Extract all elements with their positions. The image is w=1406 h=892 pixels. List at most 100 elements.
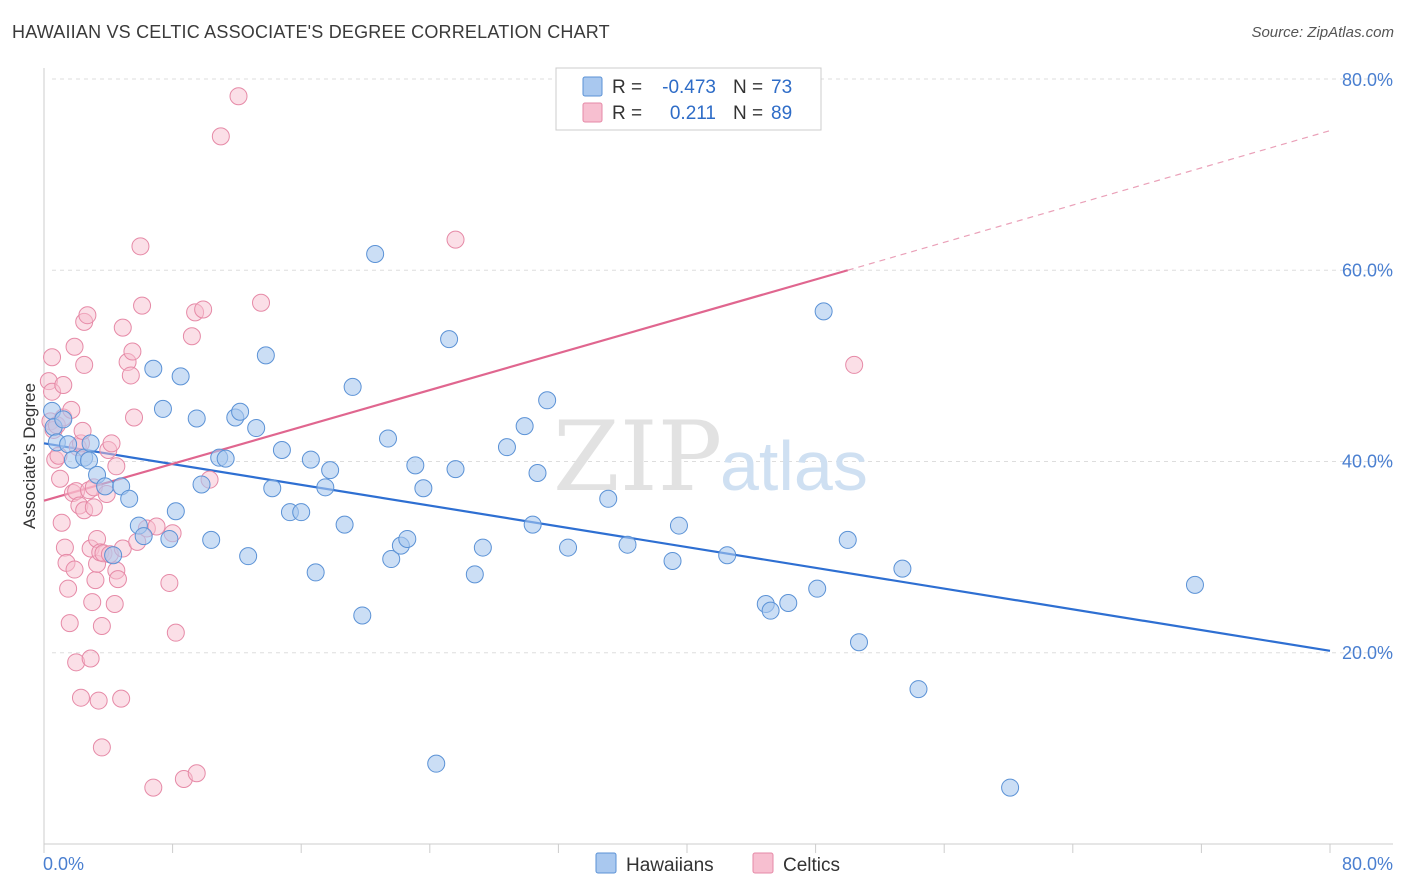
- point-celtics-53: [112, 689, 131, 708]
- point-hawaiians-36: [306, 563, 325, 582]
- point-celtics-76: [229, 87, 248, 106]
- point-hawaiians-44: [382, 550, 401, 569]
- point-hawaiians-46: [398, 529, 417, 548]
- bottom-legend-swatch-hawaiians: [595, 852, 617, 874]
- y-tick-label-0: 20.0%: [1342, 643, 1393, 663]
- point-hawaiians-19: [166, 502, 185, 521]
- point-hawaiians-70: [838, 530, 857, 549]
- point-hawaiians-52: [465, 565, 484, 584]
- point-hawaiians-10: [96, 477, 115, 496]
- point-hawaiians-29: [247, 419, 266, 438]
- point-hawaiians-21: [187, 409, 206, 428]
- point-celtics-42: [92, 738, 111, 757]
- point-hawaiians-64: [718, 546, 737, 565]
- point-celtics-59: [125, 408, 144, 427]
- point-hawaiians-74: [1001, 778, 1020, 797]
- point-hawaiians-54: [497, 438, 516, 457]
- point-celtics-24: [71, 688, 90, 707]
- point-hawaiians-25: [216, 449, 235, 468]
- series-legend: Hawaiians Celtics: [595, 852, 840, 876]
- point-hawaiians-22: [192, 475, 211, 494]
- point-celtics-52: [108, 570, 127, 589]
- point-hawaiians-18: [160, 529, 179, 548]
- trend-line-hawaiians: [43, 442, 1331, 652]
- legend-swatch-hawaiians: [582, 76, 603, 97]
- point-hawaiians-11: [104, 546, 123, 565]
- point-hawaiians-49: [427, 754, 446, 773]
- point-hawaiians-32: [272, 441, 291, 460]
- point-celtics-50: [107, 457, 126, 476]
- point-hawaiians-60: [599, 489, 618, 508]
- point-celtics-28: [75, 355, 94, 374]
- point-celtics-65: [147, 517, 166, 536]
- point-hawaiians-61: [618, 535, 637, 554]
- point-celtics-55: [113, 318, 132, 337]
- trend-line-celtics-extension: [847, 130, 1331, 271]
- axes: [43, 68, 1393, 853]
- point-celtics-70: [182, 327, 201, 346]
- point-hawaiians-59: [559, 538, 578, 557]
- point-hawaiians-69: [814, 302, 833, 321]
- watermark-zip: ZIP: [553, 401, 722, 513]
- point-hawaiians-8: [81, 434, 100, 453]
- point-hawaiians-66: [761, 601, 780, 620]
- legend-r-label-celtics: R =: [612, 103, 642, 124]
- point-hawaiians-53: [473, 538, 492, 557]
- x-tick-label-max: 80.0%: [1342, 854, 1393, 874]
- point-hawaiians-51: [446, 460, 465, 479]
- point-celtics-9: [52, 513, 71, 532]
- point-hawaiians-50: [440, 330, 459, 349]
- legend-n-value-hawaiians: 73: [771, 77, 792, 98]
- point-hawaiians-71: [850, 633, 869, 652]
- point-celtics-33: [81, 649, 100, 668]
- point-hawaiians-23: [202, 530, 221, 549]
- correlation-legend: R = -0.473 N = 73 R = 0.211 N = 89: [555, 67, 822, 131]
- legend-n-label-hawaiians: N =: [733, 77, 763, 98]
- chart-title: HAWAIIAN VS CELTIC ASSOCIATE'S DEGREE CO…: [12, 22, 610, 42]
- point-celtics-37: [86, 571, 105, 590]
- x-tick-label-min: 0.0%: [43, 854, 84, 874]
- point-hawaiians-38: [321, 461, 340, 480]
- point-hawaiians-13: [120, 489, 139, 508]
- y-axis-title: Associate's Degree: [20, 383, 39, 529]
- x-tick-labels: 0.0% 80.0%: [43, 854, 1393, 874]
- bottom-legend-label-hawaiians: Hawaiians: [626, 855, 714, 876]
- source-credit: Source: ZipAtlas.com: [1251, 24, 1394, 41]
- legend-n-value-celtics: 89: [771, 103, 792, 124]
- point-hawaiians-72: [893, 559, 912, 578]
- point-celtics-75: [211, 127, 230, 146]
- point-hawaiians-16: [144, 359, 163, 378]
- point-hawaiians-48: [414, 479, 433, 498]
- point-celtics-62: [133, 296, 152, 315]
- point-hawaiians-56: [523, 515, 542, 534]
- point-celtics-49: [105, 594, 124, 613]
- point-celtics-48: [102, 434, 121, 453]
- point-hawaiians-39: [335, 515, 354, 534]
- point-hawaiians-4: [59, 435, 78, 454]
- point-celtics-36: [84, 498, 103, 517]
- point-hawaiians-67: [779, 594, 798, 613]
- point-celtics-34: [83, 593, 102, 612]
- watermark: ZIP atlas: [553, 401, 868, 513]
- point-celtics-12: [55, 538, 74, 557]
- point-hawaiians-31: [263, 479, 282, 498]
- point-hawaiians-17: [153, 399, 172, 418]
- point-celtics-57: [121, 366, 140, 385]
- data-points: [39, 87, 1204, 797]
- y-tick-label-1: 40.0%: [1342, 452, 1393, 472]
- point-hawaiians-15: [134, 527, 153, 546]
- legend-swatch-celtics: [582, 102, 603, 123]
- y-tick-labels: 20.0% 40.0% 60.0% 80.0%: [1342, 70, 1393, 663]
- point-celtics-11: [54, 376, 73, 394]
- y-tick-label-2: 60.0%: [1342, 260, 1393, 280]
- point-celtics-43: [92, 616, 111, 635]
- point-celtics-79: [845, 355, 864, 374]
- legend-r-value-hawaiians: -0.473: [662, 77, 716, 98]
- point-celtics-8: [51, 469, 70, 488]
- bottom-legend-label-celtics: Celtics: [783, 855, 840, 876]
- point-celtics-18: [65, 560, 84, 579]
- point-celtics-68: [166, 623, 185, 642]
- point-celtics-61: [131, 237, 150, 256]
- y-tick-label-3: 80.0%: [1342, 70, 1393, 90]
